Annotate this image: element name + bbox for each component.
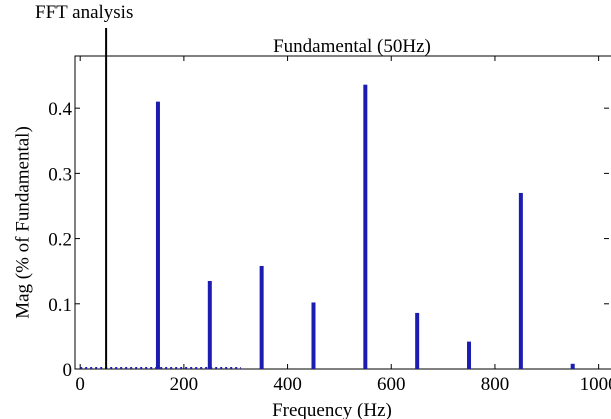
x-tick-label: 600 — [377, 374, 406, 395]
harmonic-bar — [363, 84, 368, 370]
x-tick-label: 0 — [75, 374, 85, 395]
y-tick-label: 0.3 — [48, 164, 72, 185]
harmonic-bar — [207, 280, 212, 369]
figure-title: FFT analysis — [35, 2, 134, 23]
harmonic-bar — [155, 101, 160, 369]
y-tick-label: 0 — [63, 360, 73, 381]
x-axis-label: Frequency (Hz) — [272, 400, 392, 419]
x-tick-label: 400 — [273, 374, 302, 395]
chart-title: Fundamental (50Hz) — [273, 36, 431, 57]
x-tick-label: 800 — [481, 374, 510, 395]
plot-frame — [74, 55, 611, 370]
harmonic-bar — [570, 363, 575, 369]
harmonic-bar — [415, 312, 420, 369]
harmonic-bar — [518, 192, 523, 369]
y-tick-label: 0.2 — [48, 230, 72, 251]
x-tick-label: 1000 — [580, 374, 611, 395]
y-tick-label: 0.1 — [48, 295, 72, 316]
harmonic-bar — [259, 265, 264, 369]
y-tick-label: 0.4 — [48, 99, 72, 120]
y-axis-label: Mag (% of Fundamental) — [12, 126, 33, 319]
x-tick-label: 200 — [170, 374, 199, 395]
harmonic-bar — [467, 341, 472, 369]
harmonic-bar — [311, 302, 316, 369]
